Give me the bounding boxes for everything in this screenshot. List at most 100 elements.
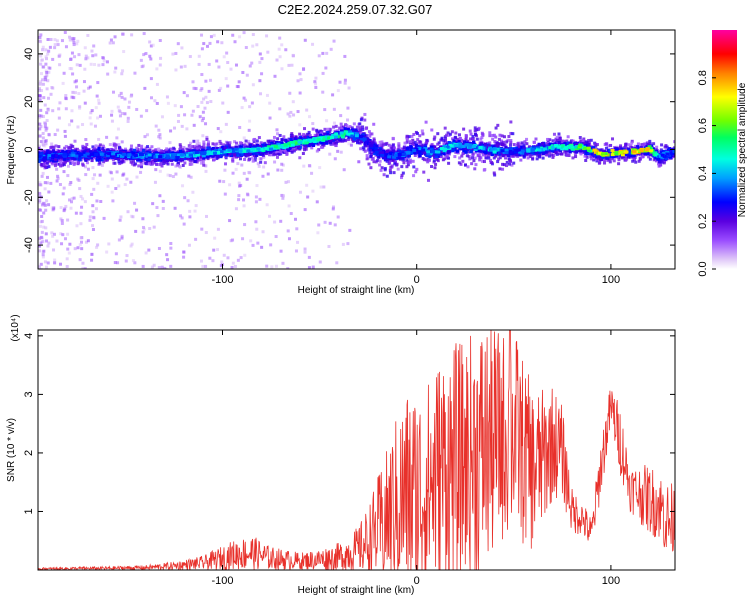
spectrogram-noise-cell: [216, 127, 220, 131]
spectrogram-noise-cell: [86, 239, 90, 243]
spectrogram-noise-cell: [55, 167, 59, 171]
spectrogram-cell: [299, 137, 303, 141]
spectrogram-cell: [443, 157, 447, 161]
spectrogram-noise-cell: [75, 224, 79, 228]
spectrogram-noise-cell: [244, 46, 248, 50]
spectrogram-cell: [50, 161, 54, 165]
spectrogram-noise-cell: [286, 112, 290, 116]
spectrogram-cell: [244, 154, 248, 158]
figure-title: C2E2.2024.259.07.32.G07: [278, 2, 433, 17]
spectrogram-noise-cell: [234, 63, 238, 67]
spectrogram-noise-cell: [198, 115, 202, 119]
spectrogram-cell: [310, 146, 314, 150]
spectrogram-noise-cell: [157, 246, 161, 250]
spectrogram-noise-cell: [59, 206, 63, 210]
spectrogram-cell: [391, 143, 395, 147]
spectrogram-noise-cell: [110, 113, 114, 117]
spectrogram-noise-cell: [111, 199, 115, 203]
spectrogram-cell: [81, 156, 85, 160]
spectrogram-noise-cell: [288, 91, 292, 95]
spectrogram-noise-cell: [40, 230, 44, 234]
spectrogram-noise-cell: [278, 36, 282, 40]
spectrogram-marks: [38, 30, 675, 269]
spectrogram-cell: [640, 155, 644, 159]
spectrogram-noise-cell: [76, 39, 80, 43]
spectrogram-noise-cell: [291, 100, 295, 104]
spectrogram-noise-cell: [48, 45, 52, 49]
spectrogram-cell: [403, 141, 407, 145]
spectrogram-noise-cell: [303, 208, 307, 212]
spectrogram-noise-cell: [88, 218, 92, 222]
spectrogram-noise-cell: [243, 253, 247, 257]
spectrogram-cell: [284, 138, 288, 142]
spectrogram-noise-cell: [41, 48, 45, 52]
spectrogram-noise-cell: [39, 72, 43, 76]
spectrogram-cell: [509, 120, 513, 124]
spectrogram-cell: [401, 171, 405, 175]
spectrogram-cell: [462, 149, 466, 153]
spectrogram-cell: [298, 156, 302, 160]
spectrogram-noise-cell: [219, 130, 223, 134]
spectrogram-cell: [113, 142, 117, 146]
spectrogram-noise-cell: [49, 38, 53, 42]
spectrogram-cell: [648, 139, 652, 143]
spectrogram-cell: [560, 152, 564, 156]
spectrogram-cell: [477, 126, 481, 130]
spectrogram-cell: [647, 155, 651, 159]
spectrogram-cell: [369, 154, 373, 158]
spectrogram-noise-cell: [188, 209, 192, 213]
spectrogram-cell: [488, 131, 492, 135]
spectrogram-cell: [208, 146, 212, 150]
spectrogram-cell: [250, 156, 254, 160]
spectrogram-noise-cell: [44, 62, 48, 66]
spectrogram-noise-cell: [177, 113, 181, 117]
spectrogram-noise-cell: [324, 66, 328, 70]
spectrogram-noise-cell: [318, 166, 322, 170]
spectrogram-noise-cell: [69, 206, 73, 210]
spectrogram-noise-cell: [315, 200, 319, 204]
spectrogram-cell: [504, 155, 508, 159]
spectrogram-cell: [631, 159, 635, 163]
spectrogram-noise-cell: [280, 193, 284, 197]
spectrogram-noise-cell: [90, 252, 94, 256]
spectrogram-cell: [405, 138, 409, 142]
spectrogram-noise-cell: [342, 168, 346, 172]
spectrogram-noise-cell: [204, 164, 208, 168]
spectrogram-cell: [129, 160, 133, 164]
spectrogram-noise-cell: [40, 215, 44, 219]
spectrogram-cell: [73, 161, 77, 165]
spectrogram-cell: [298, 147, 302, 151]
spectrogram-cell: [190, 162, 194, 166]
spectrogram-noise-cell: [62, 170, 66, 174]
spectrogram-cell: [416, 138, 420, 142]
spectrogram-cell: [192, 139, 196, 143]
spectrogram-noise-cell: [237, 181, 241, 185]
spectrogram-noise-cell: [40, 174, 44, 178]
spectrogram-noise-cell: [135, 107, 139, 111]
spectrogram-noise-cell: [328, 221, 332, 225]
spectrogram-noise-cell: [193, 209, 197, 213]
spectrogram-noise-cell: [40, 58, 44, 62]
spectrogram-cell: [212, 158, 216, 162]
spectrogram-noise-cell: [287, 63, 291, 67]
spectrogram-noise-cell: [39, 241, 43, 245]
spectrogram-noise-cell: [311, 42, 315, 46]
spectrogram-noise-cell: [105, 135, 109, 139]
spectrogram-cell: [454, 150, 458, 154]
spectrogram-noise-cell: [39, 262, 43, 266]
spectrogram-cell: [541, 156, 545, 160]
spectrogram-noise-cell: [116, 105, 120, 109]
spectrogram-cell: [492, 133, 496, 137]
spectrogram-noise-cell: [41, 115, 45, 119]
spectrogram-cell: [587, 138, 591, 142]
spectrogram-cell: [501, 162, 505, 166]
spectrogram-noise-cell: [52, 207, 56, 211]
spectrogram-noise-cell: [291, 53, 295, 57]
spectrogram-cell: [150, 162, 154, 166]
spectrogram-noise-cell: [319, 185, 323, 189]
spectrogram-noise-cell: [56, 174, 60, 178]
spectrogram-noise-cell: [336, 89, 340, 93]
spectrogram-cell: [626, 155, 631, 159]
spectrogram-cell: [197, 158, 201, 162]
spectrogram-noise-cell: [45, 73, 49, 77]
